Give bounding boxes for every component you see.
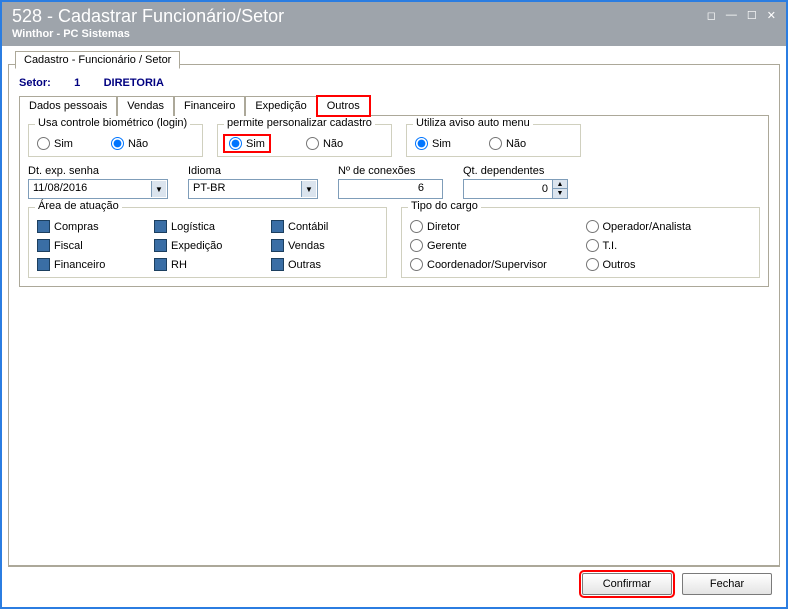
input-dependentes[interactable]: 0 ▲ ▼ [463,179,568,199]
field-conexoes: Nº de conexões 6 [338,165,443,199]
maximize-icon[interactable]: ☐ [747,9,757,22]
minimize-icon[interactable]: ― [726,9,737,22]
legend-personalizar: permite personalizar cadastro [224,117,375,129]
check-vendas[interactable]: Vendas [271,239,378,252]
radio-aviso-nao[interactable]: Não [489,137,526,150]
titlebar: 528 - Cadastrar Funcionário/Setor Wintho… [2,2,786,46]
check-contabil[interactable]: Contábil [271,220,378,233]
tab-outros[interactable]: Outros [317,96,370,116]
radio-outros[interactable]: Outros [586,258,752,271]
check-financeiro[interactable]: Financeiro [37,258,144,271]
radio-operador[interactable]: Operador/Analista [586,220,752,233]
setor-nome: DIRETORIA [104,77,164,89]
radio-ti[interactable]: T.I. [586,239,752,252]
radio-biometrico-sim[interactable]: Sim [37,137,73,150]
legend-aviso: Utiliza aviso auto menu [413,117,533,129]
legend-cargo: Tipo do cargo [408,200,481,212]
radio-diretor[interactable]: Diretor [410,220,576,233]
tab-outros-content: Usa controle biométrico (login) Sim Não … [19,116,769,287]
window-title: 528 - Cadastrar Funcionário/Setor [12,6,284,27]
check-outras[interactable]: Outras [271,258,378,271]
radio-personalizar-sim[interactable]: Sim [226,137,268,150]
outer-tab-container: Cadastro - Funcionário / Setor Setor: 1 … [8,64,780,566]
input-dtexp[interactable]: 11/08/2016 ▼ [28,179,168,199]
check-compras[interactable]: Compras [37,220,144,233]
spin-down-icon[interactable]: ▼ [552,189,567,198]
field-dependentes: Qt. dependentes 0 ▲ ▼ [463,165,568,199]
group-cargo: Tipo do cargo Diretor Operador/Analista … [401,207,760,278]
window-controls: ◻ ― ☐ ✕ [707,9,776,22]
confirmar-button[interactable]: Confirmar [582,573,672,595]
restore-alt-icon[interactable]: ◻ [707,9,716,22]
group-area: Área de atuação Compras Logística Contáb… [28,207,387,278]
radio-biometrico-nao[interactable]: Não [111,137,148,150]
radio-personalizar-nao[interactable]: Não [306,137,343,150]
input-conexoes[interactable]: 6 [338,179,443,199]
field-idioma: Idioma PT-BR ▼ [188,165,318,199]
legend-area: Área de atuação [35,200,122,212]
radio-aviso-sim[interactable]: Sim [415,137,451,150]
fechar-button[interactable]: Fechar [682,573,772,595]
label-dependentes: Qt. dependentes [463,165,568,177]
input-idioma[interactable]: PT-BR ▼ [188,179,318,199]
spin-up-icon[interactable]: ▲ [552,180,567,189]
check-fiscal[interactable]: Fiscal [37,239,144,252]
setor-numero: 1 [74,77,80,89]
label-conexoes: Nº de conexões [338,165,443,177]
check-logistica[interactable]: Logística [154,220,261,233]
group-personalizar: permite personalizar cadastro Sim Não [217,124,392,157]
tab-vendas[interactable]: Vendas [117,96,174,116]
inner-tabs: Dados pessoais Vendas Financeiro Expediç… [19,95,769,116]
field-dtexp: Dt. exp. senha 11/08/2016 ▼ [28,165,168,199]
check-rh[interactable]: RH [154,258,261,271]
tab-financeiro[interactable]: Financeiro [174,96,245,116]
setor-header: Setor: 1 DIRETORIA [19,75,769,89]
chevron-down-icon[interactable]: ▼ [301,181,316,197]
window-subtitle: Winthor - PC Sistemas [12,28,284,40]
outer-tab-label[interactable]: Cadastro - Funcionário / Setor [15,51,180,69]
setor-label: Setor: [19,77,51,89]
close-icon[interactable]: ✕ [767,9,776,22]
group-biometrico: Usa controle biométrico (login) Sim Não [28,124,203,157]
label-idioma: Idioma [188,165,318,177]
window: 528 - Cadastrar Funcionário/Setor Wintho… [0,0,788,609]
radio-coordenador[interactable]: Coordenador/Supervisor [410,258,576,271]
label-dtexp: Dt. exp. senha [28,165,168,177]
check-expedicao[interactable]: Expedição [154,239,261,252]
tab-expedicao[interactable]: Expedição [245,96,316,116]
legend-biometrico: Usa controle biométrico (login) [35,117,190,129]
tab-dados-pessoais[interactable]: Dados pessoais [19,96,117,116]
radio-gerente[interactable]: Gerente [410,239,576,252]
group-aviso: Utiliza aviso auto menu Sim Não [406,124,581,157]
footer: Confirmar Fechar [8,566,780,601]
chevron-down-icon[interactable]: ▼ [151,181,166,197]
